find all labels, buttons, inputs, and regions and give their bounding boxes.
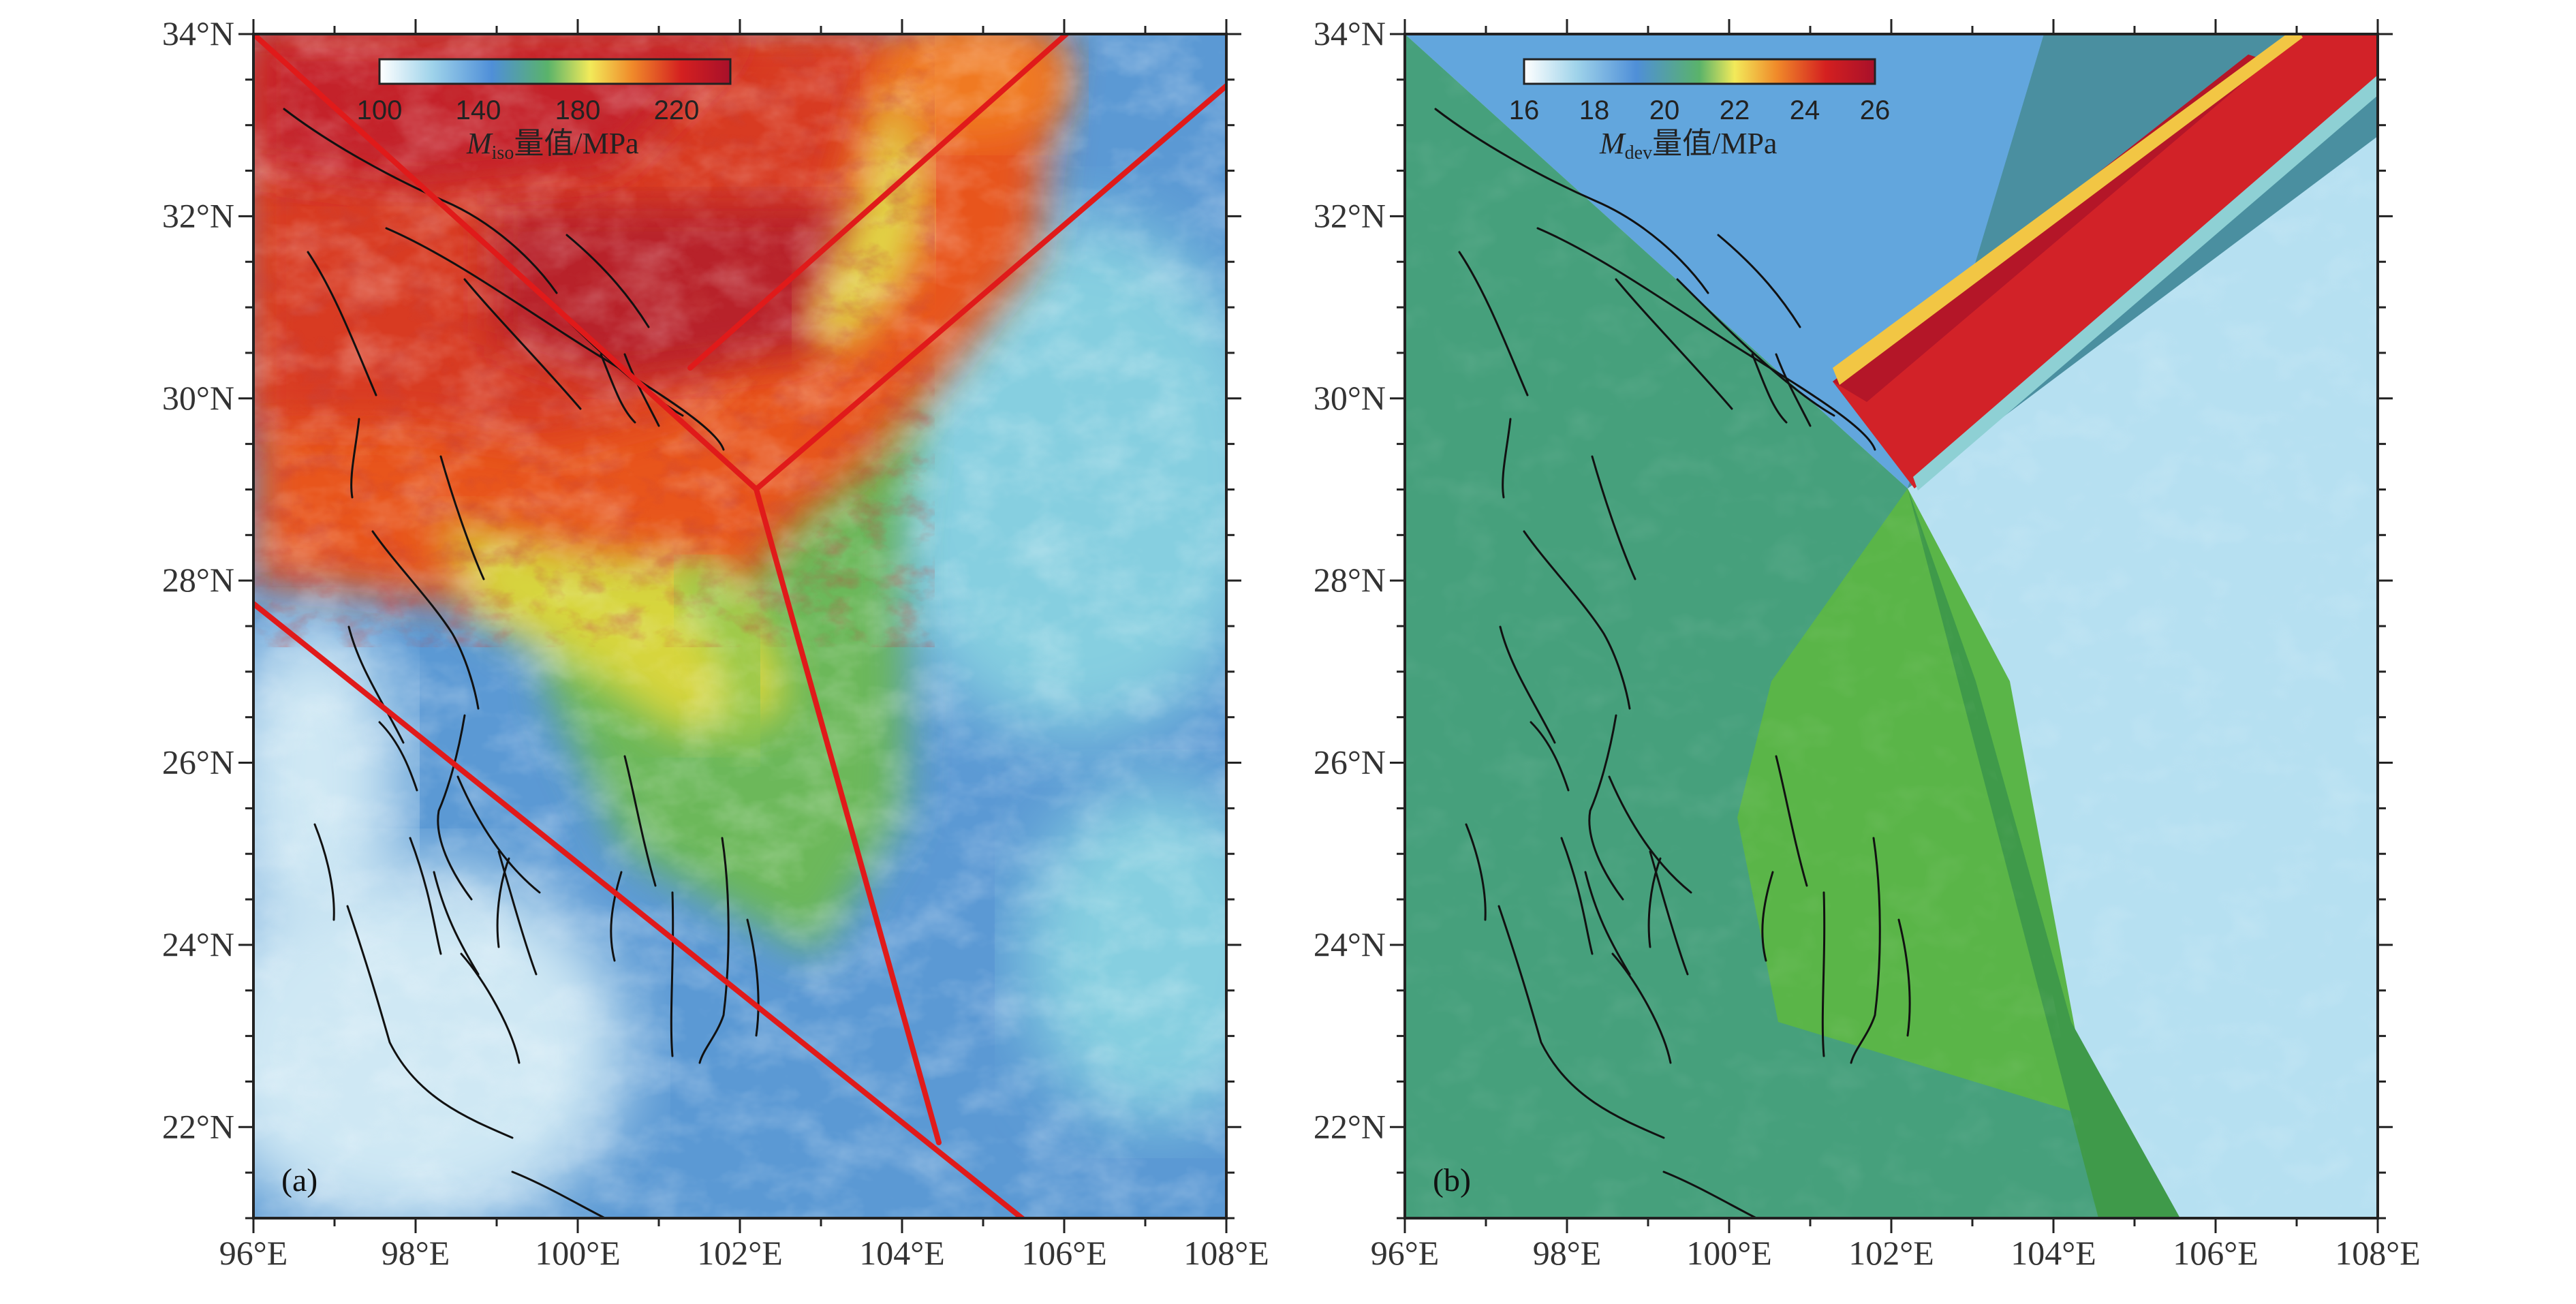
- cb-a-tick-1: 100: [357, 95, 403, 125]
- lat-label-a-3: 28°N: [162, 561, 234, 599]
- lat-label-b-2: 30°N: [1314, 379, 1386, 417]
- cb-b-tick-4: 22: [1720, 95, 1750, 125]
- panel-b: 16 18 20 22 24 26 Mdev量值/MPa (b): [1403, 33, 2379, 1220]
- panel-a-axes: 96°E 98°E 100°E 102°E 104°E 106°E 108°E 34°N 32°…: [162, 14, 1269, 1272]
- cb-b-tick-2: 18: [1579, 95, 1610, 125]
- cb-a-tick-4: 220: [654, 95, 700, 125]
- cb-b-tick-3: 20: [1649, 95, 1680, 125]
- panel-b-map: [1405, 34, 2378, 1218]
- panel-a-map: [253, 34, 1226, 1218]
- lon-label-b-4: 104°E: [2011, 1234, 2096, 1272]
- cb-b-tick-6: 26: [1860, 95, 1891, 125]
- panel-b-axes: 96°E 98°E 100°E 102°E 104°E 106°E 108°E 34°N 32°…: [1314, 14, 2421, 1272]
- lat-label-b-5: 24°N: [1314, 925, 1386, 963]
- lon-label-b-3: 102°E: [1848, 1234, 1934, 1272]
- lon-label-a-6: 108°E: [1183, 1234, 1269, 1272]
- lon-label-b-2: 100°E: [1686, 1234, 1772, 1272]
- lat-label-b-3: 28°N: [1314, 561, 1386, 599]
- lat-label-a-5: 24°N: [162, 925, 234, 963]
- lat-label-b-1: 32°N: [1314, 196, 1386, 234]
- lat-label-b-0: 34°N: [1314, 14, 1386, 52]
- lon-label-a-3: 102°E: [697, 1234, 783, 1272]
- lon-label-a-2: 100°E: [535, 1234, 621, 1272]
- lat-label-a-0: 34°N: [162, 14, 234, 52]
- cb-b-tick-1: 16: [1509, 95, 1540, 125]
- panel-b-colorbar: 16 18 20 22 24 26 Mdev量值/MPa: [1509, 58, 1891, 164]
- cb-b-title: Mdev量值/MPa: [1599, 127, 1777, 164]
- lon-label-b-6: 108°E: [2335, 1234, 2421, 1272]
- lat-label-b-4: 26°N: [1314, 743, 1386, 781]
- panel-a: 100 140 180 220 Miso量值/MPa (a): [252, 33, 1228, 1220]
- cb-a-tick-3: 180: [555, 95, 601, 125]
- panel-a-colorbar: 100 140 180 220 Miso量值/MPa: [357, 58, 732, 164]
- lon-label-b-5: 106°E: [2173, 1234, 2259, 1272]
- lon-label-b-0: 96°E: [1371, 1234, 1440, 1272]
- cb-a-title: Miso量值/MPa: [466, 127, 639, 164]
- lon-label-a-0: 96°E: [219, 1234, 288, 1272]
- lat-label-a-1: 32°N: [162, 196, 234, 234]
- panel-b-label: (b): [1433, 1162, 1471, 1198]
- lon-label-b-1: 98°E: [1533, 1234, 1602, 1272]
- lat-label-b-6: 22°N: [1314, 1107, 1386, 1145]
- lon-label-a-5: 106°E: [1021, 1234, 1107, 1272]
- lon-label-a-1: 98°E: [382, 1234, 450, 1272]
- panel-a-boundary-lines: [253, 34, 1226, 1218]
- lon-label-a-4: 104°E: [859, 1234, 945, 1272]
- panel-a-label: (a): [281, 1162, 317, 1198]
- lat-label-a-4: 26°N: [162, 743, 234, 781]
- lat-label-a-6: 22°N: [162, 1107, 234, 1145]
- cb-b-tick-5: 24: [1790, 95, 1820, 125]
- lat-label-a-2: 30°N: [162, 379, 234, 417]
- cb-a-tick-2: 140: [456, 95, 501, 125]
